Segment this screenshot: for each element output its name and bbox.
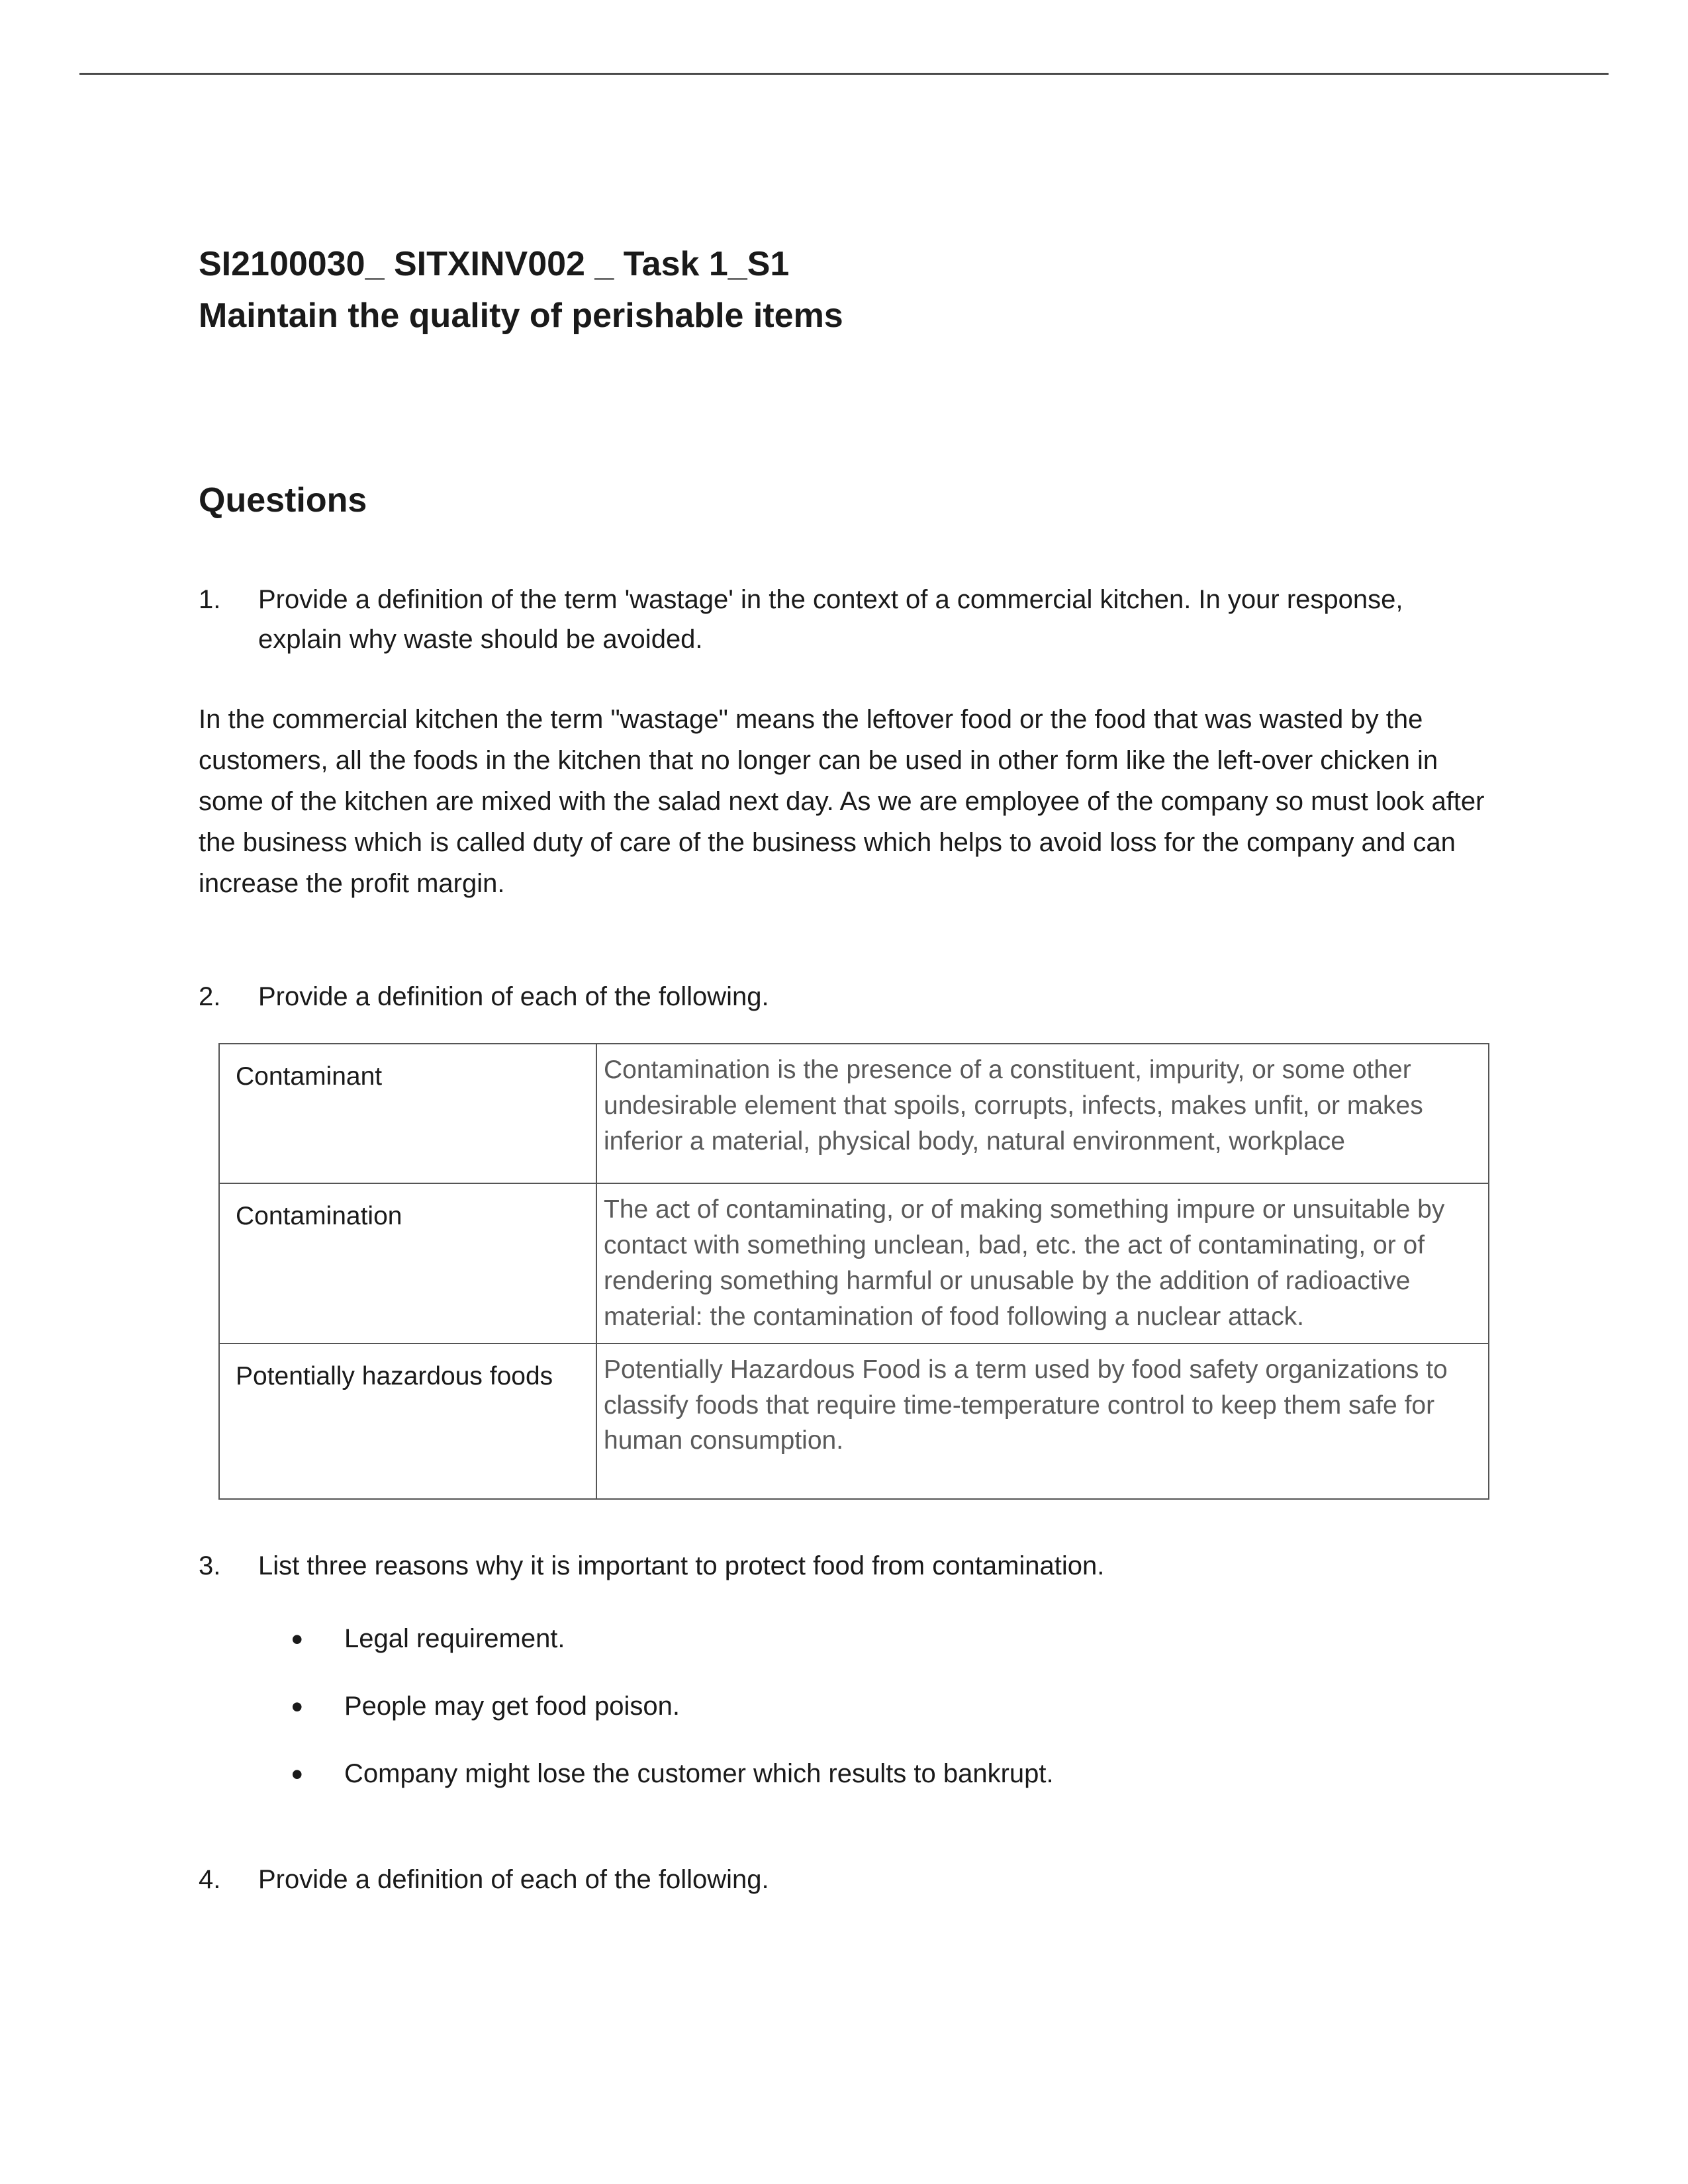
question-1-text: Provide a definition of the term 'wastag… xyxy=(258,580,1489,659)
table-row: Contamination The act of contaminating, … xyxy=(219,1183,1489,1343)
question-3-text: List three reasons why it is important t… xyxy=(258,1546,1489,1586)
list-item: Company might lose the customer which re… xyxy=(291,1754,1489,1794)
top-horizontal-rule xyxy=(79,73,1609,75)
definition-cell: Potentially Hazardous Food is a term use… xyxy=(596,1343,1489,1499)
question-2-number: 2. xyxy=(199,977,258,1017)
definition-cell: The act of contaminating, or of making s… xyxy=(596,1183,1489,1343)
title-line-2: Maintain the quality of perishable items xyxy=(199,290,1489,341)
title-line-1: SI2100030_ SITXINV002 _ Task 1_S1 xyxy=(199,238,1489,290)
document-content: SI2100030_ SITXINV002 _ Task 1_S1 Mainta… xyxy=(199,238,1489,1936)
question-4-number: 4. xyxy=(199,1860,258,1899)
question-1-block: 1. Provide a definition of the term 'was… xyxy=(199,580,1489,659)
questions-heading: Questions xyxy=(199,480,1489,520)
list-item: Legal requirement. xyxy=(291,1619,1489,1659)
question-1-number: 1. xyxy=(199,580,258,659)
question-3-row: 3. List three reasons why it is importan… xyxy=(199,1546,1489,1586)
table-row: Contaminant Contamination is the presenc… xyxy=(219,1044,1489,1183)
question-1-answer: In the commercial kitchen the term "wast… xyxy=(199,699,1489,904)
term-cell: Contamination xyxy=(219,1183,596,1343)
term-cell: Contaminant xyxy=(219,1044,596,1183)
question-4-text: Provide a definition of each of the foll… xyxy=(258,1860,1489,1899)
document-title: SI2100030_ SITXINV002 _ Task 1_S1 Mainta… xyxy=(199,238,1489,341)
question-2-row: 2. Provide a definition of each of the f… xyxy=(199,977,1489,1017)
question-3-bullets: Legal requirement. People may get food p… xyxy=(291,1619,1489,1794)
table-row: Potentially hazardous foods Potentially … xyxy=(219,1343,1489,1499)
question-3-number: 3. xyxy=(199,1546,258,1586)
question-2-text: Provide a definition of each of the foll… xyxy=(258,977,1489,1017)
definition-cell: Contamination is the presence of a const… xyxy=(596,1044,1489,1183)
question-1-row: 1. Provide a definition of the term 'was… xyxy=(199,580,1489,659)
term-cell: Potentially hazardous foods xyxy=(219,1343,596,1499)
definitions-table: Contaminant Contamination is the presenc… xyxy=(218,1043,1489,1500)
list-item: People may get food poison. xyxy=(291,1686,1489,1726)
question-4-row: 4. Provide a definition of each of the f… xyxy=(199,1860,1489,1899)
